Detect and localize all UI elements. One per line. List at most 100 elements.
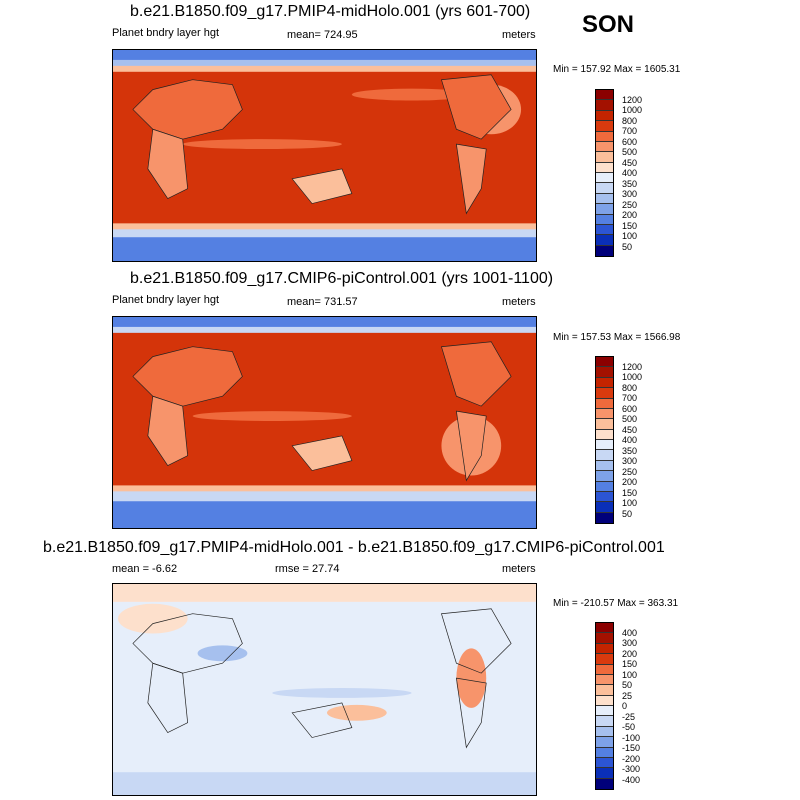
colorbar-tick-label: -25 bbox=[622, 711, 636, 722]
colorbar-swatch bbox=[596, 224, 613, 236]
colorbar-swatch bbox=[596, 757, 613, 769]
colorbar-tick-label: 250 bbox=[622, 466, 638, 477]
colorbar-swatch bbox=[596, 204, 613, 215]
colorbar-swatch bbox=[596, 512, 613, 523]
panel-1-map-field bbox=[113, 50, 536, 261]
colorbar-swatch bbox=[596, 491, 613, 503]
panel-2-colorbar bbox=[595, 356, 614, 524]
colorbar-tick-label: 1000 bbox=[622, 372, 643, 382]
colorbar-swatch bbox=[596, 173, 613, 184]
panel-2-map bbox=[112, 316, 537, 529]
colorbar-swatch bbox=[596, 121, 613, 132]
colorbar-swatch bbox=[596, 502, 613, 513]
colorbar-swatch bbox=[596, 440, 613, 451]
colorbar-swatch bbox=[596, 408, 613, 420]
colorbar-swatch bbox=[596, 674, 613, 686]
panel-3-title: b.e21.B1850.f09_g17.PMIP4-midHolo.001 - … bbox=[43, 539, 665, 556]
colorbar-tick-label: 200 bbox=[622, 648, 638, 659]
colorbar-tick-label: 1200 bbox=[622, 361, 643, 372]
colorbar-tick-label: 200 bbox=[622, 477, 638, 487]
panel-1-units-label: meters bbox=[502, 29, 536, 41]
colorbar-swatch bbox=[596, 706, 613, 717]
colorbar-swatch bbox=[596, 716, 613, 727]
colorbar-tick-label: 800 bbox=[622, 382, 638, 393]
panel-2-mean-label: mean= 731.57 bbox=[287, 296, 358, 308]
colorbar-tick-label: 450 bbox=[622, 157, 638, 168]
colorbar-tick-label: 700 bbox=[622, 126, 638, 136]
panel-3-rmse-label: rmse = 27.74 bbox=[275, 563, 340, 575]
colorbar-swatch bbox=[596, 100, 613, 111]
panel-1-map bbox=[112, 49, 537, 262]
colorbar-tick-label: 500 bbox=[622, 414, 638, 424]
colorbar-tick-label: -200 bbox=[622, 753, 641, 764]
colorbar-tick-label: -300 bbox=[622, 764, 641, 774]
colorbar-swatch bbox=[596, 633, 613, 644]
colorbar-tick-label: 150 bbox=[622, 220, 638, 231]
colorbar-swatch bbox=[596, 131, 613, 142]
panel-2-minmax: Min = 157.53 Max = 1566.98 bbox=[553, 332, 681, 343]
colorbar-tick-label: 300 bbox=[622, 638, 638, 648]
colorbar-swatch bbox=[596, 357, 613, 368]
panel-3-map-field bbox=[113, 584, 536, 795]
colorbar-swatch bbox=[596, 726, 613, 738]
colorbar-swatch bbox=[596, 152, 613, 163]
colorbar-tick-label: 25 bbox=[622, 690, 633, 701]
panel-1-mean-label: mean= 724.95 bbox=[287, 29, 358, 41]
colorbar-tick-label: -100 bbox=[622, 732, 641, 743]
colorbar-swatch bbox=[596, 141, 613, 153]
colorbar-tick-label: 350 bbox=[622, 178, 638, 189]
colorbar-tick-label: 700 bbox=[622, 393, 638, 403]
panel-1-minmax: Min = 157.92 Max = 1605.31 bbox=[553, 64, 681, 75]
colorbar-tick-label: 1200 bbox=[622, 94, 643, 105]
colorbar-tick-label: 150 bbox=[622, 487, 638, 498]
colorbar-tick-label: 400 bbox=[622, 435, 638, 445]
colorbar-swatch bbox=[596, 193, 613, 205]
colorbar-tick-label: 300 bbox=[622, 456, 638, 466]
colorbar-tick-label: 150 bbox=[622, 659, 638, 669]
colorbar-tick-label: 800 bbox=[622, 115, 638, 126]
panel-3-mean-label: mean = -6.62 bbox=[112, 563, 178, 575]
colorbar-tick-label: 450 bbox=[622, 424, 638, 435]
panel-2-title: b.e21.B1850.f09_g17.CMIP6-piControl.001 … bbox=[130, 270, 554, 287]
panel-3-units-label: meters bbox=[502, 563, 536, 575]
panel-2-map-field bbox=[113, 317, 536, 528]
colorbar-tick-label: 350 bbox=[622, 445, 638, 456]
panel-3-minmax: Min = -210.57 Max = 363.31 bbox=[553, 598, 679, 609]
colorbar-tick-label: 0 bbox=[622, 701, 628, 711]
colorbar-tick-label: 300 bbox=[622, 189, 638, 199]
colorbar-tick-label: 50 bbox=[622, 508, 633, 519]
colorbar-swatch bbox=[596, 460, 613, 472]
colorbar-tick-label: 50 bbox=[622, 241, 633, 252]
panel-2-units-label: meters bbox=[502, 296, 536, 308]
colorbar-tick-label: 1000 bbox=[622, 105, 643, 115]
colorbar-swatch bbox=[596, 388, 613, 399]
colorbar-swatch bbox=[596, 450, 613, 461]
colorbar-swatch bbox=[596, 110, 613, 122]
colorbar-swatch bbox=[596, 695, 613, 706]
colorbar-tick-label: 600 bbox=[622, 136, 638, 147]
colorbar-tick-label: -50 bbox=[622, 722, 636, 732]
colorbar-tick-label: 400 bbox=[622, 168, 638, 178]
colorbar-swatch bbox=[596, 481, 613, 492]
colorbar-tick-label: 100 bbox=[622, 498, 638, 508]
colorbar-swatch bbox=[596, 398, 613, 409]
colorbar-swatch bbox=[596, 245, 613, 256]
colorbar-tick-label: 100 bbox=[622, 231, 638, 241]
colorbar-swatch bbox=[596, 162, 613, 173]
colorbar-swatch bbox=[596, 654, 613, 665]
colorbar-swatch bbox=[596, 214, 613, 225]
colorbar-swatch bbox=[596, 623, 613, 634]
colorbar-tick-label: -400 bbox=[622, 774, 641, 785]
colorbar-swatch bbox=[596, 643, 613, 655]
colorbar-swatch bbox=[596, 471, 613, 482]
colorbar-swatch bbox=[596, 737, 613, 748]
panel-1-colorbar bbox=[595, 89, 614, 257]
colorbar-tick-label: 600 bbox=[622, 403, 638, 414]
panel-3-map bbox=[112, 583, 537, 796]
panel-1-title: b.e21.B1850.f09_g17.PMIP4-midHolo.001 (y… bbox=[130, 3, 531, 20]
colorbar-tick-label: 200 bbox=[622, 210, 638, 220]
colorbar-swatch bbox=[596, 429, 613, 440]
colorbar-swatch bbox=[596, 90, 613, 101]
panel-3-colorbar bbox=[595, 622, 614, 790]
colorbar-swatch bbox=[596, 235, 613, 246]
